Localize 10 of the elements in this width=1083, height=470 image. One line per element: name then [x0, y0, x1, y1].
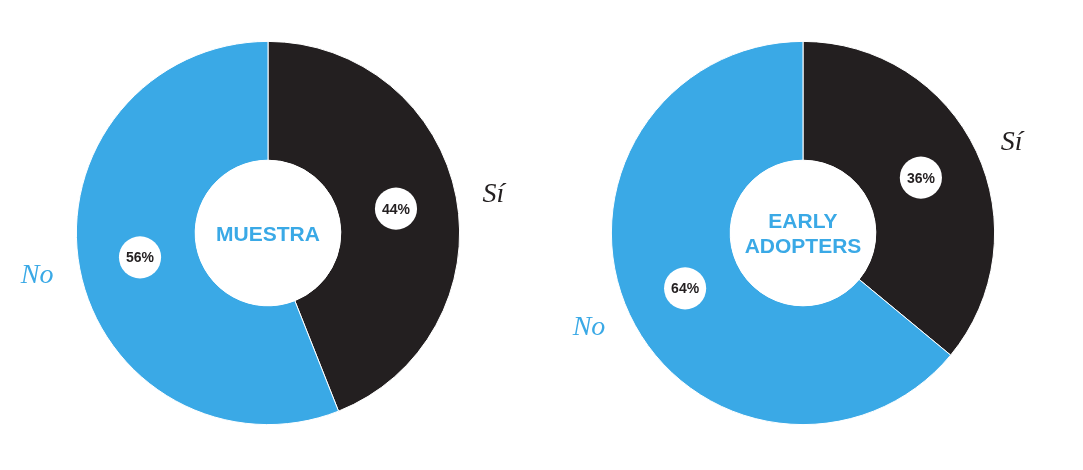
text: MUESTRA [216, 221, 320, 245]
data-label: 36% [906, 169, 936, 186]
data-label: 56% [126, 249, 155, 266]
data-label: 44% [381, 200, 411, 217]
slice-label: Sí [482, 176, 507, 208]
slice-label: No [19, 258, 54, 290]
text: EARLY ADOPTERS [744, 208, 862, 258]
slice-label: Sí [1000, 124, 1025, 156]
slice-label: No [571, 310, 606, 342]
data-label: 64% [671, 280, 700, 297]
